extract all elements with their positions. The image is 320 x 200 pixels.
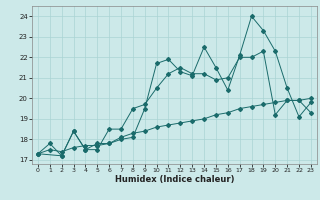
X-axis label: Humidex (Indice chaleur): Humidex (Indice chaleur): [115, 175, 234, 184]
